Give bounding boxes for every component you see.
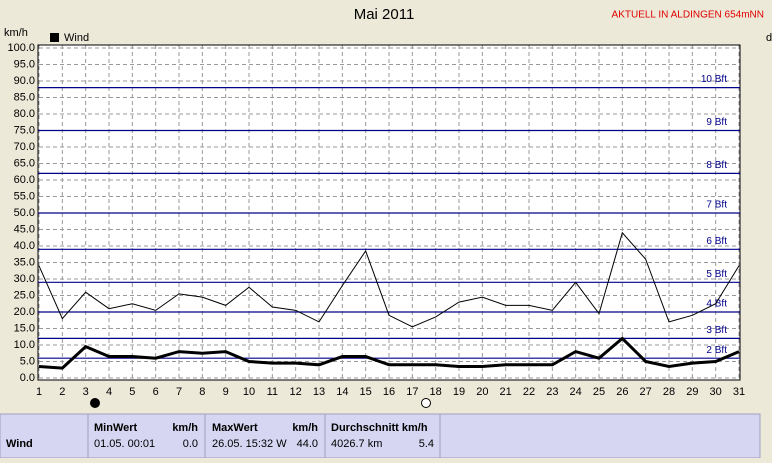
- x-tick-label: 1: [36, 386, 42, 398]
- x-tick-label: 16: [383, 386, 395, 398]
- x-tick-label: 11: [267, 386, 278, 398]
- bft-label: 2 Bft: [706, 345, 727, 356]
- bft-label: 6 Bft: [706, 236, 727, 247]
- x-tick-label: 29: [686, 386, 698, 398]
- bft-label: 8 Bft: [706, 160, 727, 171]
- moon-icon: [90, 398, 100, 408]
- x-tick-label: 26: [616, 386, 628, 398]
- legend-swatch: [50, 33, 59, 42]
- y-tick-label: 25.0: [14, 289, 35, 301]
- bft-label: 3 Bft: [706, 325, 727, 336]
- x-tick-label: 25: [593, 386, 605, 398]
- x-tick-label: 12: [290, 386, 302, 398]
- bft-label: 5 Bft: [706, 269, 727, 280]
- x-tick-label: 6: [153, 386, 159, 398]
- x-tick-label: 13: [313, 386, 325, 398]
- x-tick-label: 17: [406, 386, 418, 398]
- x-tick-label: 20: [476, 386, 488, 398]
- cell: 26.05. 15:32 W: [212, 438, 287, 450]
- header: MaxWert: [212, 422, 258, 434]
- x-tick-label: 24: [570, 386, 582, 398]
- x-tick-label: 15: [360, 386, 372, 398]
- bft-label: 9 Bft: [706, 117, 727, 128]
- x-tick-label: 19: [453, 386, 465, 398]
- moon-icon: [421, 398, 431, 408]
- x-tick-label: 27: [640, 386, 652, 398]
- x-tick-label: 10: [243, 386, 255, 398]
- x-tick-label: 7: [176, 386, 182, 398]
- y2-axis-label: d: [766, 32, 772, 44]
- y-tick-label: 75.0: [14, 124, 35, 136]
- y-tick-label: 100.0: [7, 42, 35, 54]
- cell: 0.0: [183, 438, 198, 450]
- y-tick-label: 60.0: [14, 174, 35, 186]
- x-tick-label: 30: [710, 386, 722, 398]
- y-tick-label: 10.0: [14, 339, 35, 351]
- y-tick-label: 85.0: [14, 91, 35, 103]
- x-tick-label: 14: [336, 386, 348, 398]
- subtitle: AKTUELL IN ALDINGEN 654mNN: [612, 10, 764, 21]
- x-tick-label: 4: [106, 386, 112, 398]
- stats-panel: [0, 413, 761, 459]
- y-tick-label: 5.0: [20, 355, 35, 367]
- x-tick-label: 21: [500, 386, 512, 398]
- y-tick-label: 95.0: [14, 58, 35, 70]
- bft-label: 10 Bft: [701, 74, 727, 85]
- y-tick-label: 55.0: [14, 190, 35, 202]
- y-tick-label: 70.0: [14, 141, 35, 153]
- x-tick-label: 23: [546, 386, 558, 398]
- x-tick-label: 31: [733, 386, 745, 398]
- header: MinWert: [94, 422, 138, 434]
- x-tick-label: 8: [199, 386, 205, 398]
- cell: 4026.7 km: [331, 438, 382, 450]
- y-tick-label: 65.0: [14, 157, 35, 169]
- series-line: [38, 231, 740, 328]
- chart-title: Mai 2011: [354, 6, 415, 23]
- legend: Wind: [50, 32, 89, 44]
- cell: 44.0: [297, 438, 318, 450]
- x-tick-label: 3: [83, 386, 89, 398]
- y-tick-label: 20.0: [14, 306, 35, 318]
- x-tick-label: 5: [129, 386, 135, 398]
- y-tick-label: 0.0: [20, 372, 35, 384]
- header: Durchschnitt km/h: [331, 422, 428, 434]
- series-line: [38, 336, 740, 370]
- x-tick-label: 2: [59, 386, 65, 398]
- legend-label: Wind: [64, 32, 89, 44]
- y-tick-label: 45.0: [14, 223, 35, 235]
- x-tick-label: 22: [523, 386, 535, 398]
- x-tick-label: 18: [430, 386, 442, 398]
- y-tick-label: 50.0: [14, 207, 35, 219]
- header: km/h: [292, 422, 318, 434]
- y-tick-label: 40.0: [14, 240, 35, 252]
- row-label: Wind: [6, 438, 33, 450]
- y-tick-label: 90.0: [14, 75, 35, 87]
- cell: 01.05. 00:01: [94, 438, 155, 450]
- x-tick-label: 9: [223, 386, 229, 398]
- y-tick-label: 35.0: [14, 256, 35, 268]
- y-axis-label: km/h: [4, 27, 28, 39]
- cell: 5.4: [419, 438, 434, 450]
- y-tick-label: 80.0: [14, 108, 35, 120]
- header: km/h: [172, 422, 198, 434]
- x-tick-label: 28: [663, 386, 675, 398]
- y-tick-label: 15.0: [14, 322, 35, 334]
- bft-label: 7 Bft: [706, 200, 727, 211]
- y-tick-label: 30.0: [14, 273, 35, 285]
- bft-label: 4 Bft: [706, 299, 727, 310]
